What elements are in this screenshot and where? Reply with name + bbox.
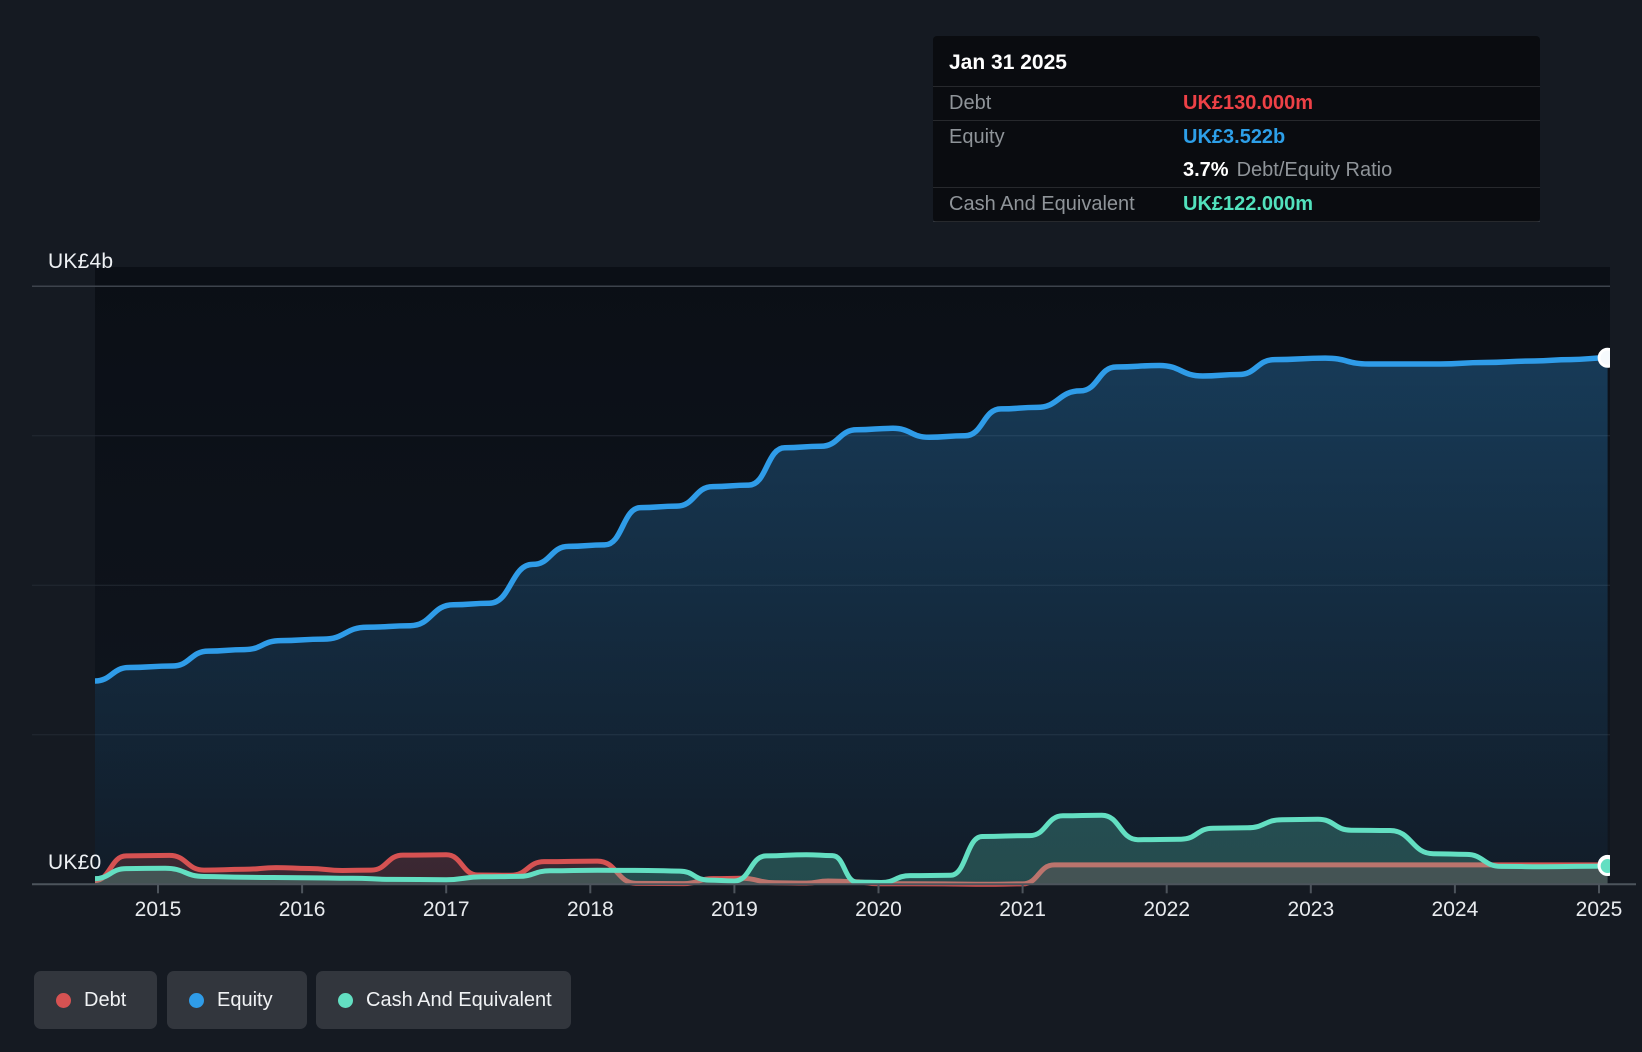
equity-area[interactable] xyxy=(95,357,1608,885)
legend-cash-label: Cash And Equivalent xyxy=(366,988,552,1011)
cash-endpoint-marker[interactable] xyxy=(1597,856,1616,877)
cash-dot-icon xyxy=(338,992,353,1008)
cash-line[interactable] xyxy=(95,812,1608,885)
x-axis-label-2015: 2015 xyxy=(134,898,182,921)
x-axis-label-2022: 2022 xyxy=(1143,898,1191,921)
x-axis-label-2019: 2019 xyxy=(711,898,758,921)
tooltip-cash-label: Cash And Equivalent xyxy=(949,193,1135,215)
debt-dot-icon xyxy=(56,992,71,1008)
ratio-label: Debt/Equity Ratio xyxy=(1236,159,1393,181)
x-axis-label-2016: 2016 xyxy=(278,898,326,921)
legend-equity-label: Equity xyxy=(217,988,273,1011)
x-axis-label-2020: 2020 xyxy=(855,898,902,921)
cash-area[interactable] xyxy=(95,815,1608,885)
equity-line[interactable] xyxy=(95,355,1608,684)
tooltip-equity-value: UK£3.522b xyxy=(1183,126,1286,148)
x-axis-label-2025: 2025 xyxy=(1575,898,1623,921)
tooltip-bottom-border xyxy=(933,221,1540,222)
y-axis-label-0: UK£0 xyxy=(48,851,102,874)
x-axis-label-2018: 2018 xyxy=(566,898,614,921)
legend-item-debt[interactable]: Debt xyxy=(34,971,157,1029)
legend-item-equity[interactable]: Equity xyxy=(167,971,307,1029)
tooltip-cash-value: UK£122.000m xyxy=(1183,193,1314,215)
debt-line[interactable] xyxy=(95,852,1608,887)
tooltip-row-debt: Debt UK£130.000m xyxy=(933,86,1540,120)
tooltip-row-equity: Equity UK£3.522b xyxy=(933,120,1540,154)
tooltip-debt-value: UK£130.000m xyxy=(1183,92,1314,114)
chart-tooltip: Jan 31 2025 Debt UK£130.000m Equity UK£3… xyxy=(933,36,1540,222)
tooltip-date: Jan 31 2025 xyxy=(949,51,1067,74)
tooltip-equity-label: Equity xyxy=(949,126,1005,148)
equity-dot-icon xyxy=(189,992,204,1008)
x-axis-label-2021: 2021 xyxy=(999,898,1046,921)
legend-item-cash[interactable]: Cash And Equivalent xyxy=(316,971,571,1029)
tooltip-row-cash: Cash And Equivalent UK£122.000m xyxy=(933,187,1540,221)
x-axis-label-2024: 2024 xyxy=(1431,898,1479,921)
y-axis-label-4b: UK£4b xyxy=(48,250,114,273)
x-axis-label-2023: 2023 xyxy=(1287,898,1335,921)
legend-debt-label: Debt xyxy=(84,988,127,1011)
x-axis-label-2017: 2017 xyxy=(422,898,470,921)
equity-endpoint-marker[interactable] xyxy=(1597,347,1616,368)
tooltip-row-ratio: 3.7% Debt/Equity Ratio xyxy=(933,154,1540,187)
tooltip-debt-label: Debt xyxy=(949,92,992,114)
ratio-percent: 3.7% xyxy=(1183,159,1229,181)
tooltip-ratio-value: 3.7% Debt/Equity Ratio xyxy=(1183,159,1392,182)
